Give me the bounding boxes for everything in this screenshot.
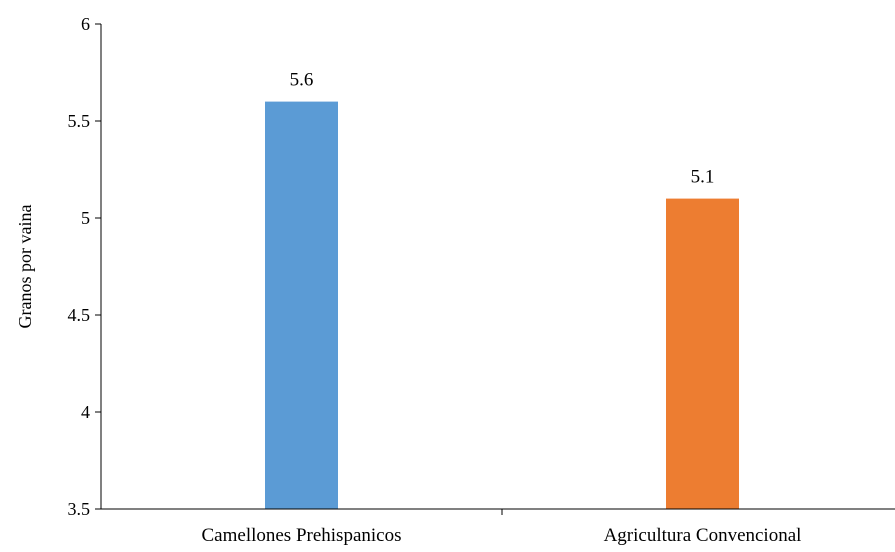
y-tick-label: 3.5 bbox=[68, 499, 91, 519]
bar bbox=[265, 101, 338, 509]
data-label: 5.6 bbox=[290, 70, 314, 91]
y-axis-ticks: 3.5 4 4.5 5 5.5 6 bbox=[68, 14, 101, 519]
y-tick-label: 4.5 bbox=[68, 305, 91, 325]
x-category-label: Camellones Prehispanicos bbox=[202, 525, 402, 546]
data-label: 5.1 bbox=[691, 167, 715, 188]
y-tick-label: 5.5 bbox=[68, 111, 91, 131]
y-axis-title: Granos por vaina bbox=[15, 205, 35, 329]
x-category-label: Agricultura Convencional bbox=[604, 525, 802, 546]
data-labels-group: 5.6 5.1 bbox=[290, 70, 715, 188]
y-tick-label: 6 bbox=[81, 14, 90, 34]
bars-group bbox=[265, 101, 739, 509]
y-tick-label: 5 bbox=[81, 208, 90, 228]
y-tick-label: 4 bbox=[81, 402, 90, 422]
category-labels-group: Camellones Prehispanicos Agricultura Conv… bbox=[202, 525, 802, 546]
bar bbox=[666, 198, 739, 509]
